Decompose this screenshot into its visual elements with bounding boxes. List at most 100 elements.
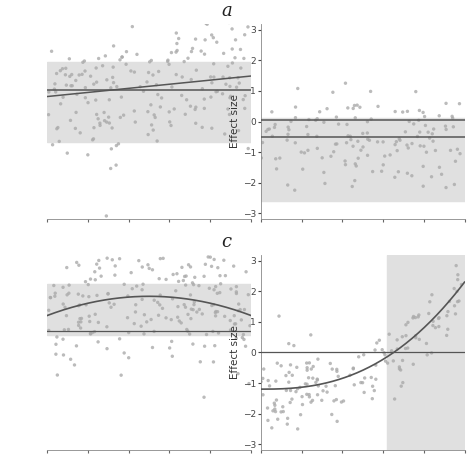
Point bbox=[187, 102, 194, 110]
Point bbox=[201, 95, 208, 103]
Point bbox=[393, 147, 401, 155]
Point bbox=[213, 290, 221, 297]
Point bbox=[273, 165, 280, 173]
Point bbox=[277, 408, 285, 416]
Point bbox=[66, 73, 73, 80]
Point bbox=[435, 314, 443, 321]
Point bbox=[425, 310, 433, 317]
Point bbox=[399, 379, 407, 386]
Point bbox=[318, 397, 326, 404]
Point bbox=[178, 91, 185, 99]
Point bbox=[48, 47, 55, 55]
Point bbox=[89, 136, 96, 144]
Point bbox=[414, 313, 422, 321]
Point bbox=[84, 281, 92, 288]
Point bbox=[155, 235, 162, 243]
Point bbox=[426, 298, 434, 306]
Point bbox=[393, 345, 401, 353]
Point bbox=[125, 329, 133, 337]
Point bbox=[240, 331, 247, 338]
Point bbox=[64, 326, 72, 333]
Point bbox=[113, 83, 120, 91]
Point bbox=[299, 401, 306, 408]
Point bbox=[291, 186, 299, 194]
Point bbox=[454, 298, 461, 305]
Point bbox=[349, 365, 357, 372]
Point bbox=[306, 393, 313, 401]
Point bbox=[227, 317, 234, 324]
Point bbox=[155, 275, 163, 283]
Point bbox=[145, 69, 152, 76]
Point bbox=[303, 366, 311, 374]
Point bbox=[343, 121, 351, 128]
Point bbox=[378, 346, 386, 354]
Point bbox=[132, 301, 139, 309]
Point bbox=[235, 127, 242, 134]
Point bbox=[184, 328, 191, 335]
Point bbox=[231, 54, 239, 62]
Point bbox=[210, 301, 218, 309]
Point bbox=[203, 331, 210, 338]
Point bbox=[412, 334, 419, 342]
Point bbox=[235, 307, 242, 314]
Point bbox=[174, 303, 182, 310]
Point bbox=[59, 1, 66, 9]
Point bbox=[429, 322, 437, 329]
Point bbox=[227, 285, 235, 293]
Point bbox=[60, 351, 67, 359]
Point bbox=[75, 302, 82, 310]
Point bbox=[54, 124, 62, 131]
Point bbox=[164, 56, 172, 64]
Point bbox=[364, 129, 371, 137]
Point bbox=[102, 212, 110, 220]
Point bbox=[64, 149, 71, 157]
Point bbox=[135, 257, 143, 264]
Point bbox=[62, 71, 69, 79]
Point bbox=[348, 182, 356, 190]
Point bbox=[303, 381, 311, 388]
Point bbox=[240, 55, 248, 62]
Point bbox=[180, 277, 187, 284]
Point bbox=[312, 117, 319, 124]
Point bbox=[297, 411, 304, 419]
Point bbox=[399, 356, 406, 364]
Point bbox=[107, 84, 115, 91]
Point bbox=[420, 143, 428, 150]
Point bbox=[285, 369, 293, 376]
Point bbox=[82, 278, 89, 285]
Point bbox=[90, 81, 98, 88]
Point bbox=[416, 128, 424, 136]
Point bbox=[75, 71, 83, 79]
Point bbox=[71, 361, 78, 369]
Point bbox=[342, 161, 349, 168]
Point bbox=[165, 108, 173, 116]
Point bbox=[107, 164, 114, 172]
Point bbox=[226, 74, 234, 82]
Point bbox=[211, 309, 219, 316]
Point bbox=[156, 103, 164, 111]
Point bbox=[159, 255, 167, 262]
Point bbox=[189, 306, 197, 313]
Point bbox=[87, 329, 94, 337]
Point bbox=[55, 137, 63, 145]
Point bbox=[46, 294, 54, 301]
Point bbox=[346, 372, 354, 379]
Point bbox=[151, 236, 158, 244]
Point bbox=[315, 382, 322, 390]
Point bbox=[273, 359, 281, 367]
Point bbox=[359, 130, 366, 137]
Point bbox=[144, 261, 152, 269]
Point bbox=[101, 117, 109, 125]
Point bbox=[259, 139, 266, 146]
Point bbox=[177, 319, 185, 327]
Text: c: c bbox=[221, 233, 231, 251]
Point bbox=[57, 226, 65, 233]
Point bbox=[197, 47, 205, 55]
Point bbox=[236, 79, 243, 87]
Point bbox=[233, 288, 240, 296]
Point bbox=[103, 255, 111, 262]
Point bbox=[104, 290, 112, 297]
Point bbox=[150, 14, 157, 21]
Point bbox=[62, 64, 70, 72]
Point bbox=[241, 306, 248, 313]
